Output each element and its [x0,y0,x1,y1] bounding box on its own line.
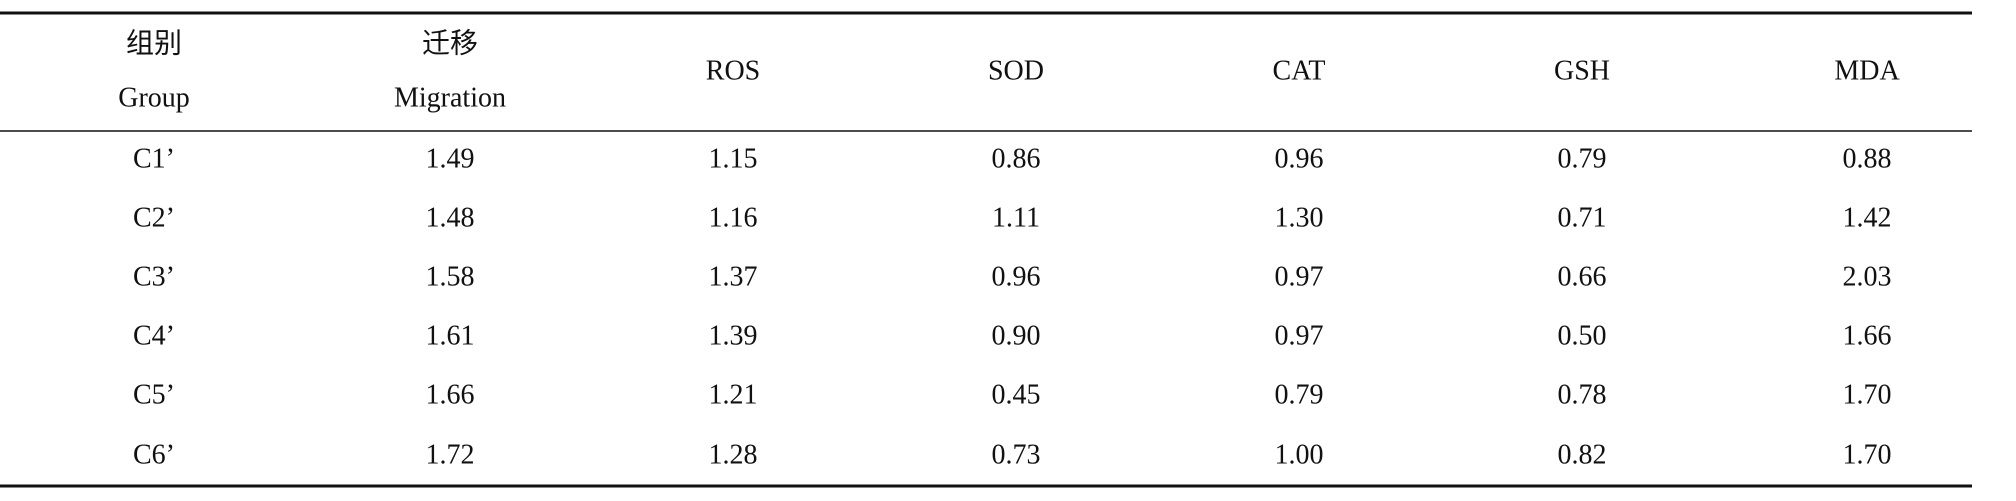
value-cell: 1.28 [709,439,758,470]
header-zh: 组别 [126,27,182,59]
value-cell: 1.70 [1843,379,1892,410]
value-cell: 1.49 [426,143,475,174]
header-zh: 迁移 [422,27,478,59]
value-cell: 1.15 [709,143,758,174]
header-en: ROS [706,55,760,86]
value-cell: 0.71 [1558,202,1607,233]
group-cell: C3’ [133,261,175,292]
header-en: SOD [988,55,1044,86]
header-en: MDA [1834,55,1900,86]
value-cell: 0.96 [992,261,1041,292]
value-cell: 0.88 [1843,143,1892,174]
value-cell: 0.45 [992,379,1041,410]
value-cell: 1.11 [992,202,1040,233]
value-cell: 1.61 [426,320,475,351]
value-cell: 0.82 [1558,439,1607,470]
value-cell: 1.42 [1843,202,1892,233]
value-cell: 2.03 [1843,261,1892,292]
value-cell: 1.48 [426,202,475,233]
value-cell: 1.66 [426,379,475,410]
value-cell: 1.21 [709,379,758,410]
group-cell: C2’ [133,202,175,233]
header-en: Migration [394,82,506,113]
value-cell: 1.39 [709,320,758,351]
value-cell: 1.16 [709,202,758,233]
value-cell: 0.79 [1558,143,1607,174]
value-cell: 0.50 [1558,320,1607,351]
value-cell: 1.37 [709,261,758,292]
value-cell: 0.97 [1275,320,1324,351]
value-cell: 0.73 [992,439,1041,470]
group-cell: C6’ [133,439,175,470]
header-en: CAT [1273,55,1326,86]
value-cell: 1.70 [1843,439,1892,470]
value-cell: 0.78 [1558,379,1607,410]
value-cell: 1.30 [1275,202,1324,233]
value-cell: 1.00 [1275,439,1324,470]
group-cell: C5’ [133,379,175,410]
value-cell: 0.86 [992,143,1041,174]
value-cell: 0.79 [1275,379,1324,410]
value-cell: 1.66 [1843,320,1892,351]
value-cell: 1.72 [426,439,475,470]
value-cell: 0.90 [992,320,1041,351]
header-en: Group [118,82,190,113]
value-cell: 0.66 [1558,261,1607,292]
header-en: GSH [1554,55,1610,86]
value-cell: 0.97 [1275,261,1324,292]
group-cell: C4’ [133,320,175,351]
group-cell: C1’ [133,143,175,174]
value-cell: 1.58 [426,261,475,292]
value-cell: 0.96 [1275,143,1324,174]
